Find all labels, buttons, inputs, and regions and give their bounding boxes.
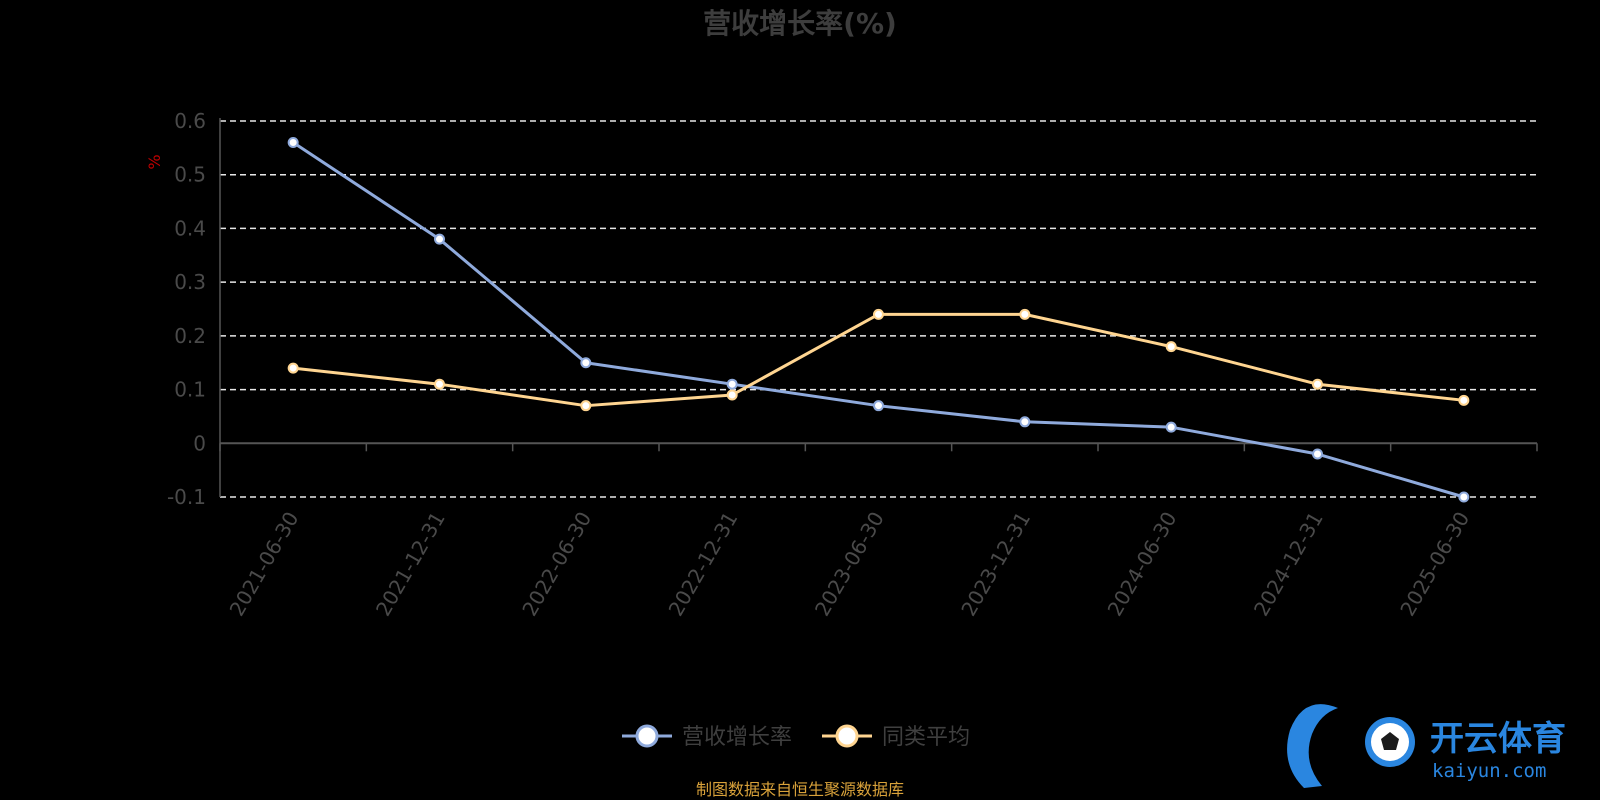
data-point[interactable] <box>287 362 299 374</box>
data-point[interactable] <box>1019 416 1031 428</box>
soccer-ball-icon <box>1287 704 1415 788</box>
x-tick-label: 2022-06-30 <box>517 508 596 621</box>
series-0 <box>287 136 1470 503</box>
legend[interactable]: 营收增长率 同类平均 <box>622 724 970 750</box>
y-tick-label: 0.4 <box>174 216 206 240</box>
y-tick-label: 0.2 <box>174 324 206 348</box>
y-tick-label: 0.6 <box>174 109 206 133</box>
x-tick-labels: 2021-06-30 2021-12-31 2022-06-30 2022-12-31… <box>225 508 1475 621</box>
data-point[interactable] <box>1458 491 1470 503</box>
data-point[interactable] <box>873 400 884 412</box>
y-tick-label: -0.1 <box>167 485 206 509</box>
data-point[interactable] <box>580 357 592 369</box>
y-tick-label: 0.3 <box>174 270 206 294</box>
y-tick-labels: 0.6 0.5 0.4 0.3 0.2 0.1 0 -0.1 <box>167 109 206 509</box>
legend-marker-peer-average <box>835 724 859 748</box>
data-point[interactable] <box>726 389 738 401</box>
x-tick-label: 2021-12-31 <box>371 508 450 621</box>
legend-label-peer-average: 同类平均 <box>882 725 970 750</box>
x-tick-label: 2023-12-31 <box>956 508 1035 621</box>
legend-item-peer-average[interactable]: 同类平均 <box>822 724 970 750</box>
data-point[interactable] <box>1312 378 1323 390</box>
x-tick-label: 2022-12-31 <box>664 508 743 621</box>
watermark-logo: 开云体育 kaiyun.com <box>1287 704 1566 788</box>
series-line <box>293 312 1464 408</box>
data-point[interactable] <box>580 400 592 412</box>
x-tick-label: 2024-12-31 <box>1249 508 1328 621</box>
data-point[interactable] <box>434 233 445 245</box>
data-point[interactable] <box>287 136 299 148</box>
watermark-domain: kaiyun.com <box>1432 760 1546 782</box>
data-point[interactable] <box>1019 308 1031 320</box>
axes <box>219 118 1538 497</box>
y-tick-label: 0.1 <box>174 378 206 402</box>
data-source-note: 制图数据来自恒生聚源数据库 <box>696 780 904 799</box>
legend-item-revenue-growth[interactable]: 营收增长率 <box>622 724 792 750</box>
series-1 <box>287 308 1470 412</box>
series-lines <box>287 136 1470 503</box>
data-point[interactable] <box>1458 394 1470 406</box>
legend-label-revenue-growth: 营收增长率 <box>682 725 792 750</box>
chart-title: 营收增长率(%) <box>703 7 897 40</box>
data-point[interactable] <box>434 378 445 390</box>
data-point[interactable] <box>873 308 884 320</box>
y-tick-label: 0.5 <box>174 163 206 187</box>
x-tick-label: 2023-06-30 <box>810 508 889 621</box>
y-tick-label: 0 <box>193 431 206 455</box>
watermark-brand: 开云体育 <box>1430 719 1566 759</box>
data-point[interactable] <box>1165 341 1177 353</box>
y-axis-label: % <box>145 154 164 169</box>
legend-marker-revenue-growth <box>635 724 659 748</box>
x-tick-label: 2021-06-30 <box>225 508 304 621</box>
data-point[interactable] <box>1165 421 1177 433</box>
data-point[interactable] <box>726 378 738 390</box>
data-point[interactable] <box>1312 448 1323 460</box>
x-tick-label: 2025-06-30 <box>1395 508 1474 621</box>
x-tick-label: 2024-06-30 <box>1103 508 1182 621</box>
